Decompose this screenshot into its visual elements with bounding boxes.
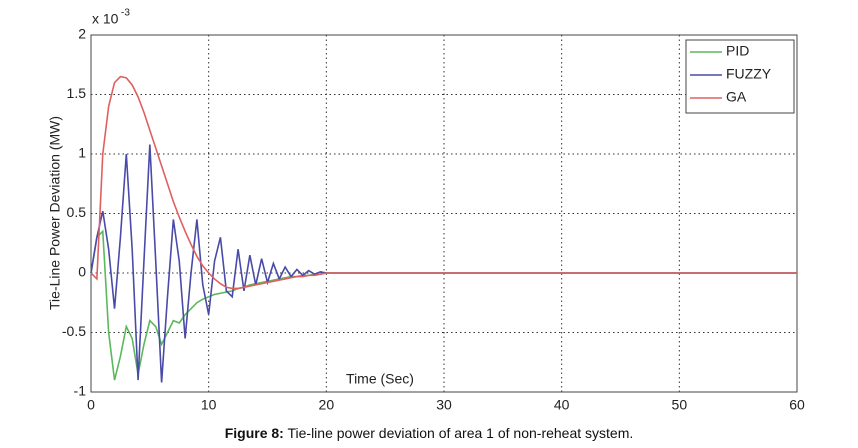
series-line [90,75,797,290]
x-tick-label: 10 [201,397,217,413]
y-tick-label: 1.5 [67,85,87,101]
y-tick-label: 1 [78,145,86,161]
legend-label: FUZZY [726,66,772,82]
caption: Figure 8: Tie-line power deviation of ar… [225,425,634,441]
caption-text: Tie-line power deviation of area 1 of no… [287,425,633,441]
x-tick-label: 0 [87,397,95,413]
y-tick-label: -0.5 [62,323,86,339]
x-tick-label: 30 [436,397,452,413]
y-tick-label: 2 [78,26,86,42]
y-scale-exponent: -3 [121,8,130,19]
x-tick-label: 50 [672,397,688,413]
x-tick-label: 40 [554,397,570,413]
y-tick-label: -1 [74,383,87,399]
y-tick-label: 0.5 [67,204,87,220]
x-axis-label: Time (Sec) [346,371,414,387]
plot-frame [90,34,798,393]
y-axis-label: Tie-Line Power Deviation (MW) [47,116,63,310]
y-tick-label: 0 [78,264,86,280]
legend-label: PID [726,43,749,59]
x-tick-label: 20 [319,397,335,413]
x-tick-label: 60 [789,397,805,413]
caption-label: Figure 8: [225,425,284,441]
legend-label: GA [726,89,747,105]
y-scale-label: x 10 [92,11,119,27]
